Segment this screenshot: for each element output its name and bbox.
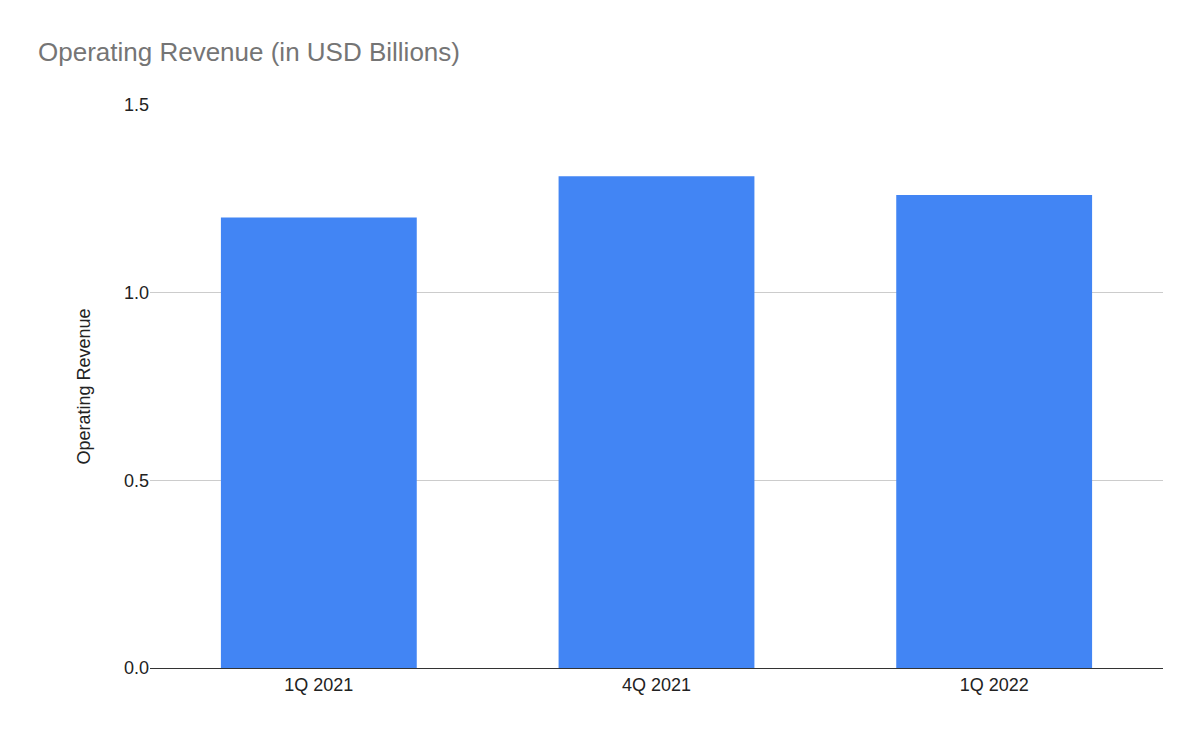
svg-text:0.0: 0.0 (124, 658, 149, 678)
svg-text:Operating Revenue: Operating Revenue (74, 308, 94, 464)
svg-text:1.0: 1.0 (124, 283, 149, 303)
svg-text:Operating Revenue (in USD Bill: Operating Revenue (in USD Billions) (38, 37, 460, 67)
svg-text:4Q 2021: 4Q 2021 (622, 675, 691, 695)
svg-text:1Q 2022: 1Q 2022 (960, 675, 1029, 695)
svg-text:1.5: 1.5 (124, 95, 149, 115)
svg-text:1Q 2021: 1Q 2021 (284, 675, 353, 695)
svg-text:0.5: 0.5 (124, 471, 149, 491)
